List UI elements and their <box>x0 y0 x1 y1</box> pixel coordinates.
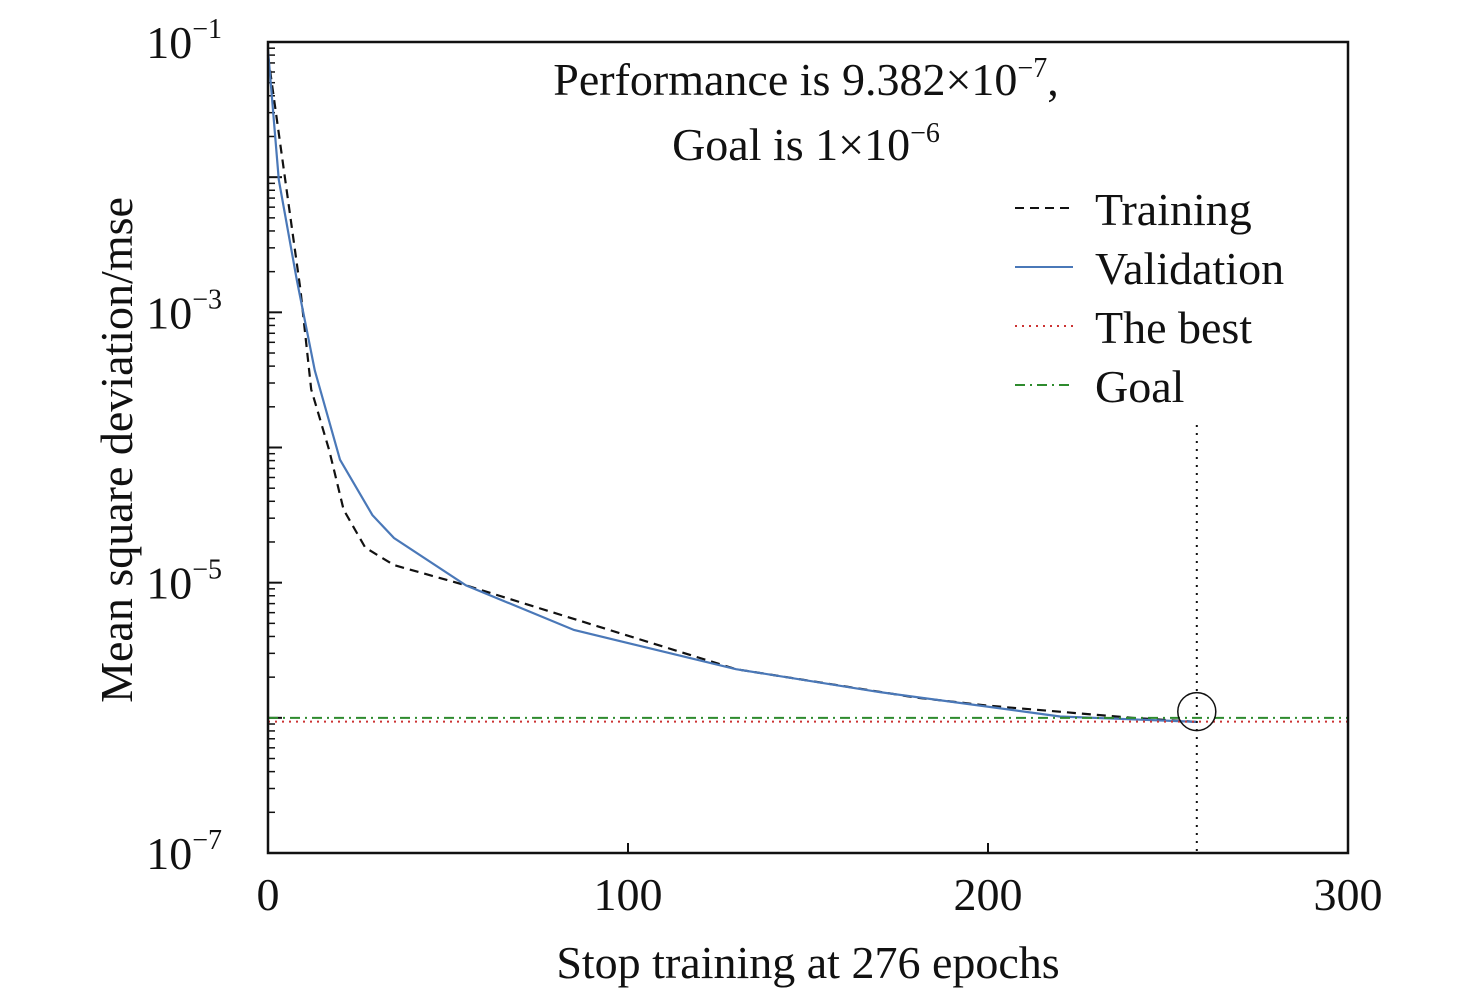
plot-frame <box>266 40 1350 855</box>
y-tick-label: 10−3 <box>146 284 222 338</box>
y-tick-label: 10−5 <box>146 555 222 609</box>
x-tick-label: 100 <box>594 869 663 920</box>
title-line1: Performance is 9.382×10−7, <box>553 53 1058 105</box>
y-tick-label: 10−1 <box>146 14 222 68</box>
y-axis-label: Mean square deviation/mse <box>91 197 142 703</box>
title-line2: Goal is 1×10−6 <box>672 118 940 170</box>
best-point-marker <box>1177 691 1217 732</box>
x-tick-label: 300 <box>1314 869 1383 920</box>
x-tick-label: 200 <box>954 869 1023 920</box>
y-tick-label: 10−7 <box>146 825 222 879</box>
legend-label-training: Training <box>1095 184 1252 235</box>
legend-label-goal: Goal <box>1095 361 1184 412</box>
series-validation-line <box>266 50 1197 723</box>
x-tick-label: 0 <box>257 869 280 920</box>
legend-label-validation: Validation <box>1095 243 1284 294</box>
legend-label-the-best: The best <box>1095 302 1252 353</box>
series-training-line <box>266 55 1197 723</box>
legend: Training Validation The best Goal <box>1015 184 1284 412</box>
x-axis-label: Stop training at 276 epochs <box>556 937 1059 988</box>
